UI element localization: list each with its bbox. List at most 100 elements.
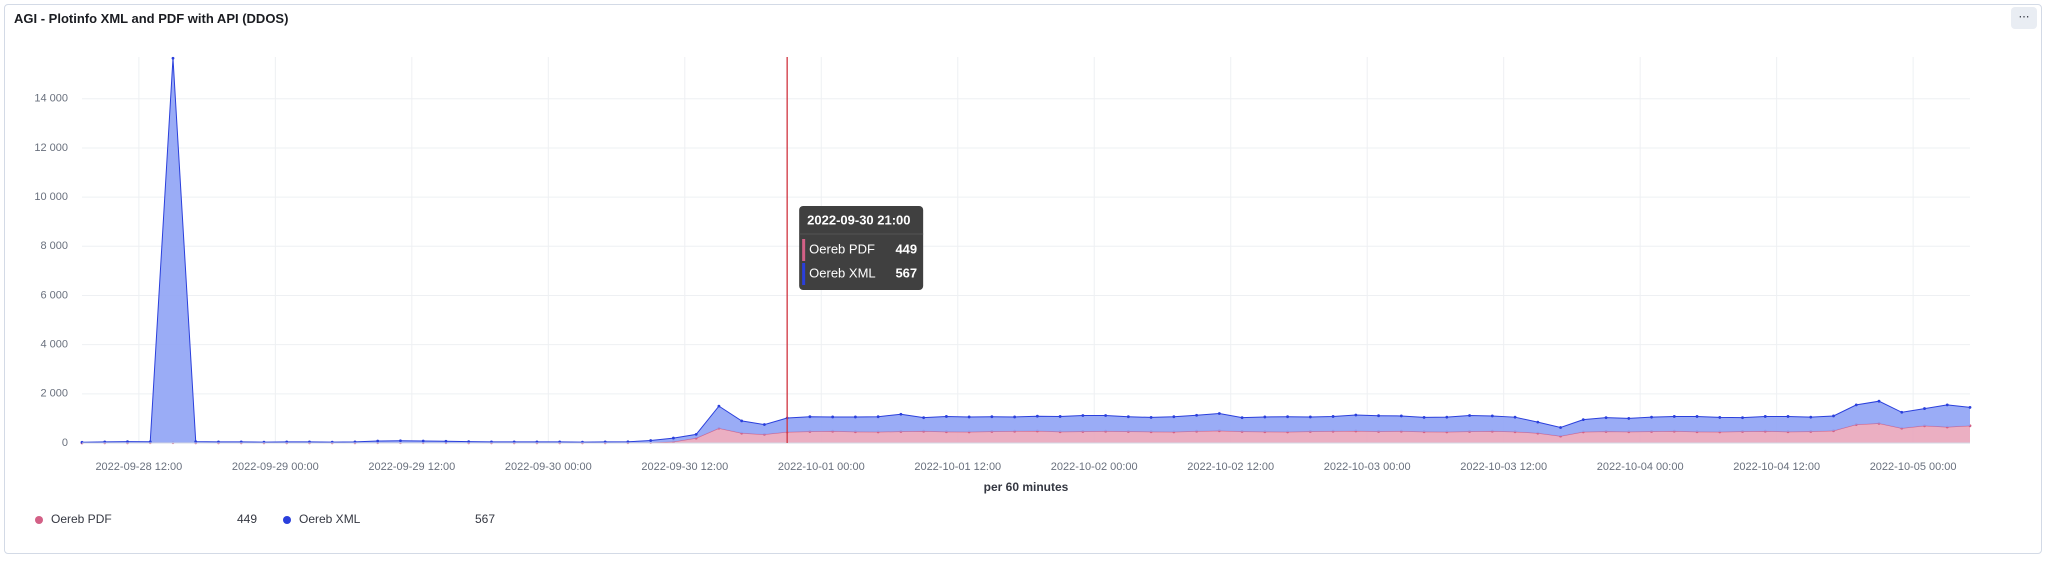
x-tick-label: 2022-09-29 00:00 — [232, 461, 319, 473]
legend-value: 449 — [237, 512, 257, 526]
point — [1331, 415, 1335, 418]
y-tick-label: 4 000 — [40, 339, 68, 351]
y-tick-label: 8 000 — [40, 240, 68, 252]
x-tick-label: 2022-10-02 12:00 — [1187, 461, 1274, 473]
point — [1354, 413, 1358, 417]
point — [1217, 412, 1221, 415]
point — [808, 415, 812, 419]
x-axis-title: per 60 minutes — [984, 480, 1069, 494]
x-tick-label: 2022-10-03 12:00 — [1460, 461, 1547, 473]
point — [467, 440, 471, 444]
tooltip-value: 567 — [895, 265, 917, 280]
point — [194, 440, 198, 444]
point — [1035, 414, 1039, 418]
point — [717, 404, 721, 408]
point — [1149, 416, 1153, 419]
point — [1081, 414, 1085, 417]
y-tick-label: 12 000 — [34, 142, 68, 154]
x-tick-label: 2022-09-30 00:00 — [505, 461, 592, 473]
x-tick-label: 2022-10-04 12:00 — [1733, 461, 1820, 473]
point — [1968, 405, 1972, 409]
point — [1399, 414, 1403, 418]
y-tick-label: 6 000 — [40, 289, 68, 301]
area — [82, 58, 1970, 443]
line — [81, 58, 1971, 443]
x-tick-label: 2022-10-01 12:00 — [914, 461, 1001, 473]
point — [1809, 415, 1813, 419]
point — [1672, 415, 1676, 418]
point — [1786, 415, 1790, 418]
point — [1923, 407, 1926, 410]
point — [672, 436, 675, 440]
point — [763, 423, 766, 426]
x-tick-label: 2022-09-29 12:00 — [368, 461, 455, 473]
point — [376, 439, 380, 443]
x-tick-label: 2022-10-02 00:00 — [1051, 461, 1138, 473]
point — [1104, 414, 1108, 417]
point — [421, 439, 425, 443]
point — [1172, 415, 1176, 419]
tooltip-swatch — [802, 239, 806, 261]
point — [1013, 415, 1017, 419]
legend-value: 567 — [475, 512, 495, 526]
tooltip-name: Oereb PDF — [809, 241, 875, 256]
point — [148, 440, 152, 444]
point — [1286, 415, 1289, 419]
point — [1832, 414, 1835, 418]
point — [990, 415, 994, 419]
point — [649, 439, 653, 442]
tooltip-swatch — [802, 263, 806, 285]
point — [1195, 413, 1199, 417]
tooltip-value: 449 — [895, 241, 917, 256]
point — [1718, 416, 1722, 419]
x-tick-label: 2022-10-03 00:00 — [1324, 461, 1411, 473]
point — [1763, 415, 1767, 418]
point — [899, 412, 903, 416]
point — [1581, 418, 1585, 422]
point — [1263, 415, 1267, 419]
point — [1445, 415, 1449, 419]
tooltip-box — [799, 206, 924, 290]
point — [399, 439, 402, 443]
x-tick-label: 2022-10-05 00:00 — [1870, 461, 1957, 473]
point — [853, 415, 857, 419]
x-tick-label: 2022-09-30 12:00 — [641, 461, 728, 473]
x-tick-label: 2022-10-04 00:00 — [1597, 461, 1684, 473]
point — [1513, 415, 1517, 419]
point — [1945, 403, 1949, 407]
point — [1559, 426, 1562, 429]
point — [1126, 415, 1130, 419]
legend-marker — [35, 516, 43, 524]
point — [1650, 415, 1653, 419]
point — [1422, 416, 1426, 419]
panel: AGI - Plotinfo XML and PDF with API (DDO… — [4, 4, 2042, 554]
point — [1308, 415, 1312, 419]
point — [944, 415, 948, 418]
point — [1627, 417, 1631, 420]
legend-marker — [283, 516, 291, 524]
point — [1468, 414, 1471, 417]
x-tick-label: 2022-09-28 12:00 — [95, 461, 182, 473]
point — [126, 440, 129, 444]
point — [1741, 416, 1744, 420]
point — [1490, 414, 1494, 418]
legend-label: Oereb PDF — [51, 512, 112, 526]
point — [1240, 416, 1244, 420]
point — [444, 439, 448, 443]
y-tick-label: 10 000 — [34, 191, 68, 203]
panel-menu-button[interactable]: ⋯ — [2011, 7, 2037, 29]
x-tick-label: 2022-10-01 00:00 — [778, 461, 865, 473]
point — [1536, 420, 1540, 424]
point — [1854, 403, 1858, 407]
point — [626, 440, 630, 444]
point — [876, 415, 880, 419]
panel-title: AGI - Plotinfo XML and PDF with API (DDO… — [14, 11, 289, 26]
point — [740, 419, 744, 423]
point — [1900, 410, 1904, 414]
tooltip-title: 2022-09-30 21:00 — [807, 212, 910, 227]
tooltip-name: Oereb XML — [809, 265, 875, 280]
point — [171, 56, 175, 60]
point — [1695, 415, 1699, 418]
